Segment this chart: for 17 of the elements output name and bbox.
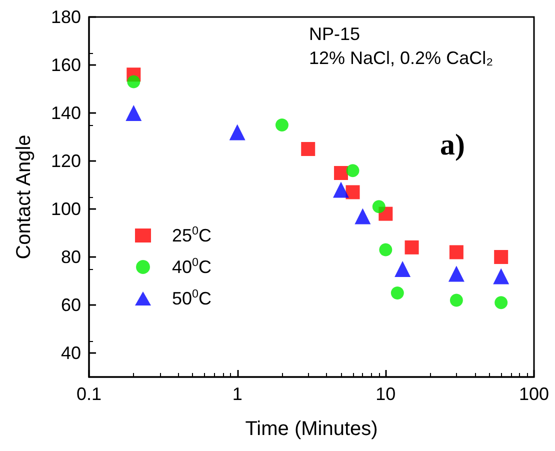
text: 12% NaCl, 0.2% CaCl₂ (309, 48, 494, 68)
x-tick-label: 10 (376, 384, 396, 404)
x-tick-label: 100 (518, 384, 550, 404)
y-tick-label: 60 (60, 295, 81, 315)
y-tick-label: 100 (50, 199, 81, 219)
x-axis-title: Time (Minutes) (245, 418, 378, 440)
chart-title: NP-15 (309, 24, 360, 44)
y-tick-label: 80 (60, 247, 81, 267)
x-tick-label: 1 (232, 384, 242, 404)
y-tick-label: 140 (50, 103, 81, 123)
y-tick-label: 180 (50, 7, 81, 27)
x-tick-label: 0.1 (76, 384, 102, 404)
annotation: a) (440, 128, 465, 162)
y-tick-label: 160 (50, 55, 81, 75)
y-tick-label: 120 (50, 151, 81, 171)
y-tick-label: 40 (60, 343, 81, 363)
y-axis-title: Contact Angle (13, 134, 35, 260)
